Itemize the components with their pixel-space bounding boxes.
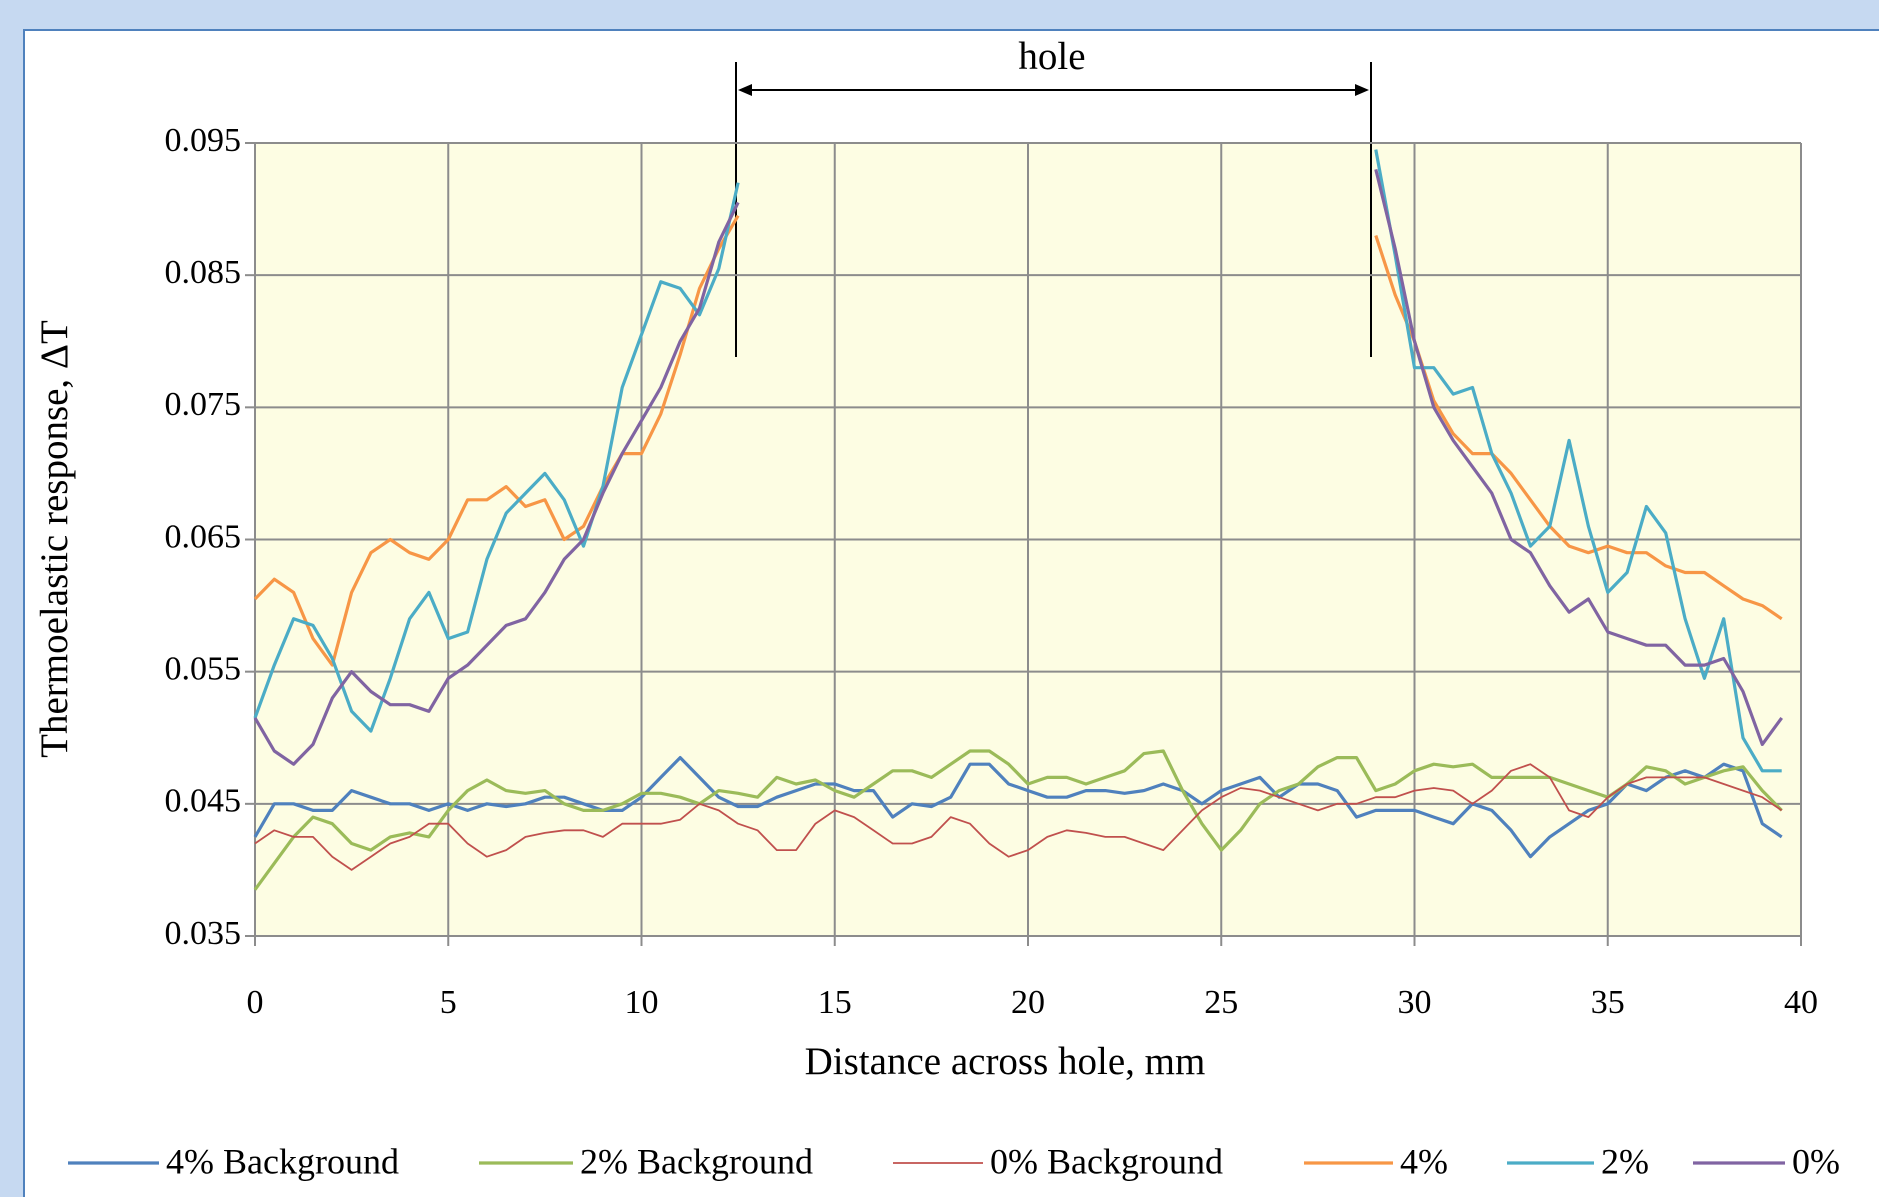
y-tick-label: 0.055 [165, 650, 242, 687]
y-tick-label: 0.045 [165, 783, 242, 820]
x-tick-label: 30 [1398, 984, 1432, 1021]
y-tick-label: 0.075 [165, 386, 242, 423]
legend-label: 0% Background [990, 1141, 1223, 1181]
y-axis-title: Thermoelastic response, ΔT [33, 320, 76, 758]
x-tick-label: 0 [247, 984, 264, 1021]
x-tick-label: 35 [1591, 984, 1625, 1021]
series-line [253, 149, 1782, 773]
y-tick-label: 0.065 [165, 518, 242, 555]
y-tick-label: 0.085 [165, 254, 242, 291]
series-line [254, 763, 1783, 871]
annotation-text: hole [1018, 35, 1085, 78]
x-tick-label: 20 [1011, 984, 1045, 1021]
x-tick-label: 10 [625, 984, 659, 1021]
series-line [253, 169, 1783, 766]
legend-label: 4% [1400, 1141, 1448, 1181]
x-axis-title: Distance across hole, mm [805, 1040, 1206, 1083]
legend-label: 4% Background [166, 1141, 399, 1181]
y-tick-label: 0.035 [165, 915, 242, 952]
x-tick-label: 15 [818, 984, 852, 1021]
x-tick-label: 5 [440, 984, 457, 1021]
series-line [253, 214, 1783, 667]
series-line [253, 756, 1783, 859]
legend-label: 2% [1601, 1141, 1649, 1181]
series-line [253, 749, 1783, 891]
y-tick-label: 0.095 [165, 122, 242, 159]
x-tick-label: 25 [1204, 984, 1238, 1021]
legend-label: 2% Background [580, 1141, 813, 1181]
legend-label: 0% [1792, 1141, 1840, 1181]
x-tick-label: 40 [1784, 984, 1818, 1021]
